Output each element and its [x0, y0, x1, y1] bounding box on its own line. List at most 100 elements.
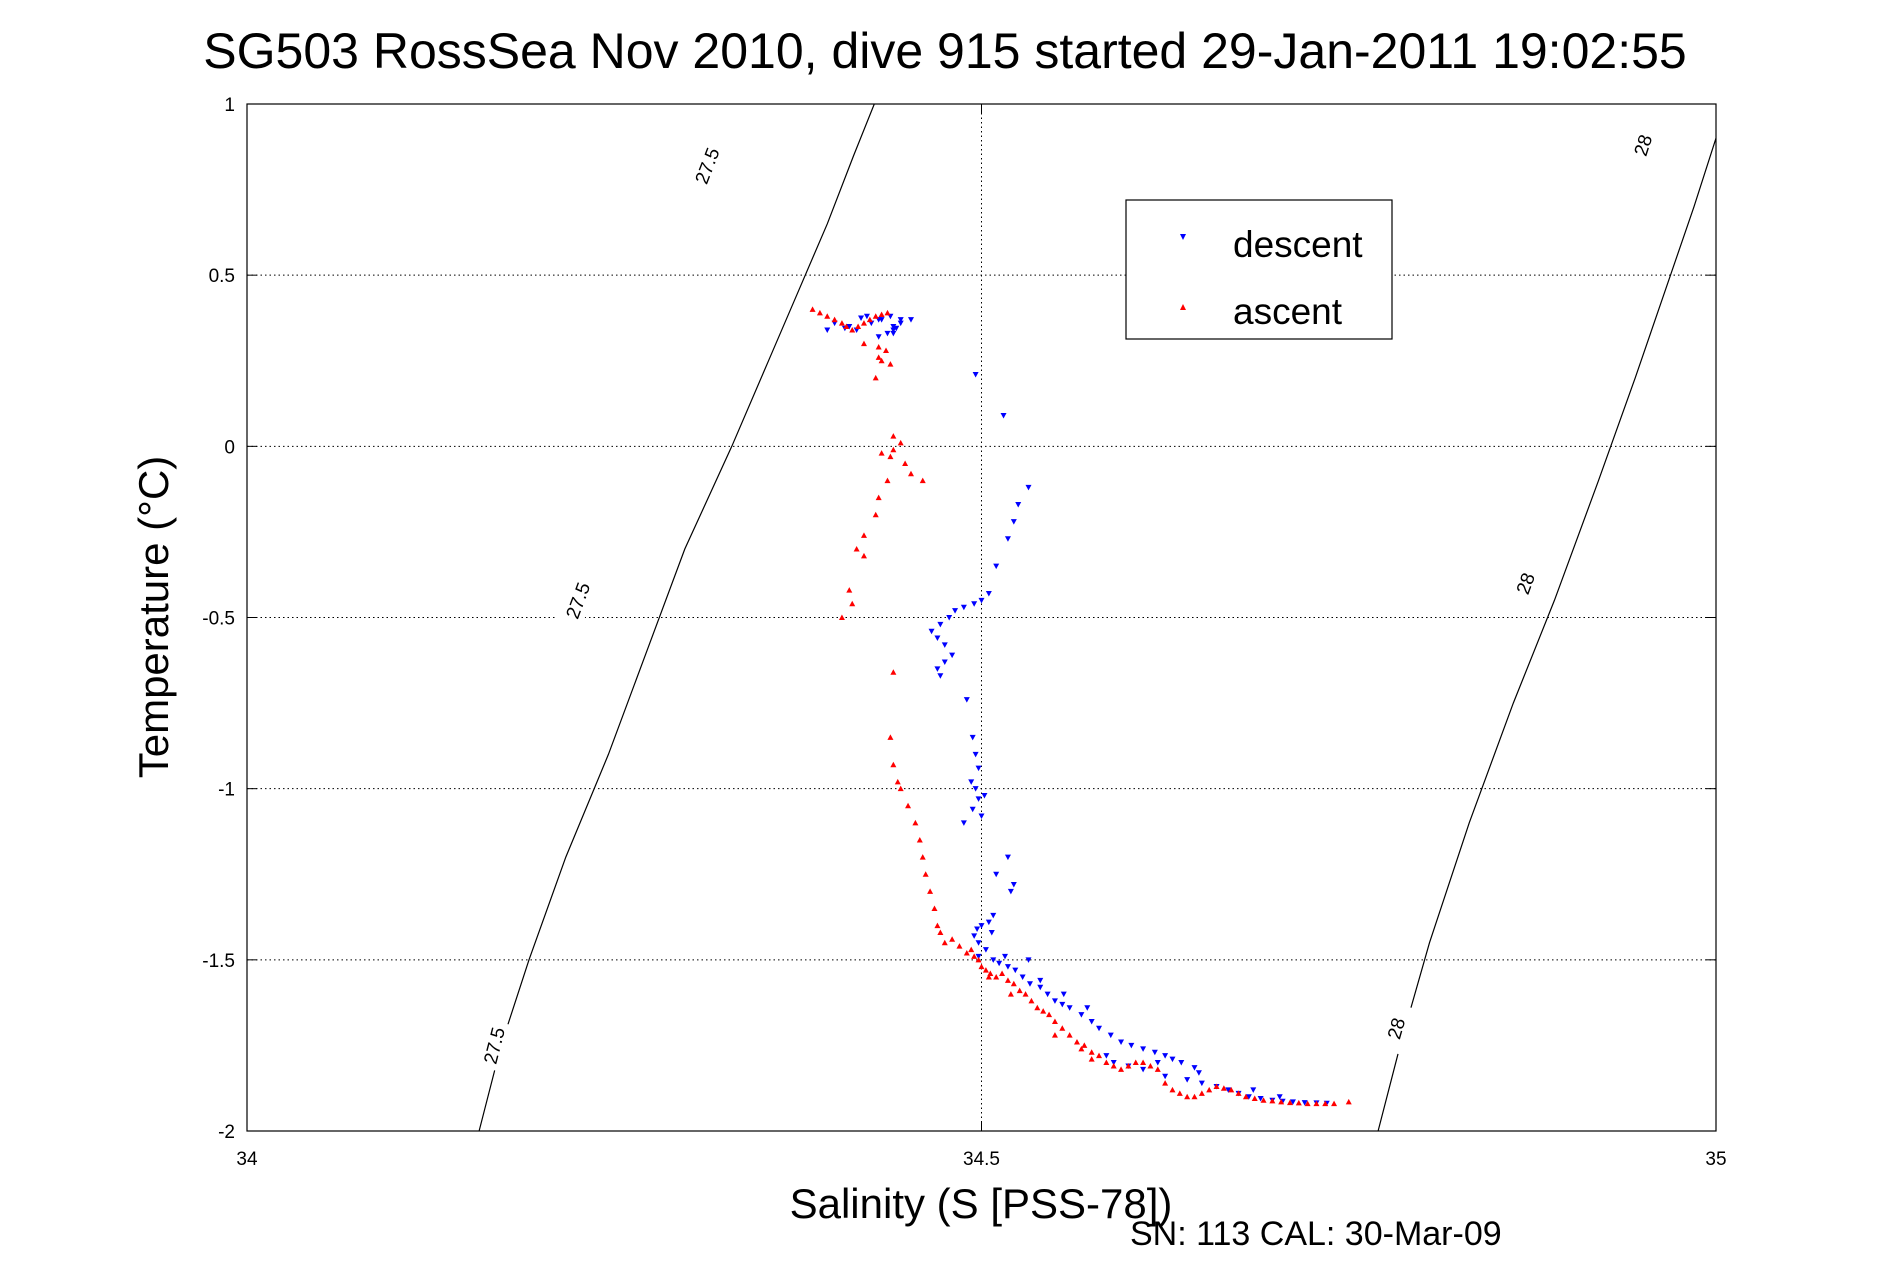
ascent-point — [971, 953, 978, 959]
ascent-point — [1088, 1049, 1095, 1055]
descent-point — [975, 953, 982, 960]
ascent-point — [1010, 980, 1017, 987]
legend-marker-descent — [1180, 234, 1186, 240]
descent-point — [1162, 1073, 1169, 1080]
descent-point — [972, 371, 979, 378]
x-axis-label: Salinity (S [PSS-78]) — [790, 1180, 1173, 1227]
ascent-point — [941, 939, 948, 946]
descent-point — [975, 940, 982, 946]
descent-point — [1169, 1056, 1176, 1063]
descent-point — [824, 327, 831, 333]
ascent-point — [1154, 1066, 1161, 1072]
descent-point — [1037, 977, 1044, 984]
ascent-point — [1176, 1090, 1183, 1096]
descent-point — [1015, 502, 1022, 508]
ascent-point — [1251, 1095, 1258, 1101]
contour-label-bg — [1504, 556, 1546, 611]
ascent-point — [866, 316, 873, 323]
descent-point — [1289, 1099, 1296, 1105]
ascent-point — [872, 313, 879, 319]
ascent-point — [905, 802, 912, 809]
grid — [247, 103, 1716, 1131]
y-tick-label: -1 — [218, 780, 235, 801]
descent-point — [1002, 953, 1009, 960]
descent-point — [1059, 1001, 1066, 1008]
ascent-point — [902, 460, 909, 466]
descent-point — [1060, 991, 1067, 998]
contour-line-27-5 — [478, 103, 875, 1132]
descent-point — [960, 820, 967, 826]
legend-marker-ascent — [1180, 304, 1186, 310]
descent-point — [1140, 1046, 1147, 1052]
ascent-point — [872, 511, 879, 518]
descent-point — [890, 327, 897, 333]
series-ascent — [809, 306, 1352, 1107]
ascent-point — [1184, 1093, 1191, 1100]
ascent-point — [875, 354, 882, 360]
ascent-point — [963, 949, 970, 956]
ascent-point — [1228, 1086, 1235, 1093]
descent-point — [985, 919, 992, 926]
descent-point — [1004, 964, 1011, 970]
descent-point — [960, 604, 967, 611]
descent-point — [1051, 998, 1058, 1004]
descent-point — [993, 871, 1000, 878]
ascent-point — [878, 357, 885, 364]
ascent-point — [1007, 991, 1014, 997]
descent-point — [974, 926, 981, 933]
ascent-point — [931, 905, 938, 911]
descent-point — [1107, 1032, 1114, 1039]
ascent-point — [1162, 1080, 1169, 1086]
descent-point — [1184, 1077, 1191, 1083]
descent-point — [978, 923, 985, 929]
descent-point — [971, 933, 978, 939]
descent-point — [996, 960, 1003, 967]
ascent-point — [1125, 1062, 1132, 1069]
descent-point — [963, 697, 970, 703]
ascent-point — [878, 311, 885, 318]
descent-point — [1103, 1053, 1110, 1059]
ascent-point — [860, 340, 867, 347]
descent-point — [1301, 1100, 1308, 1106]
legend: descent ascent — [1125, 199, 1393, 340]
ascent-point — [982, 967, 989, 973]
contour-label-bg — [686, 138, 728, 193]
descent-point — [1096, 1025, 1103, 1032]
ascent-point — [853, 546, 860, 552]
descent-point — [975, 765, 982, 772]
ascent-point — [1132, 1059, 1139, 1066]
descent-point — [934, 666, 941, 672]
ascent-point — [1073, 1038, 1080, 1045]
descent-point — [985, 591, 992, 597]
ascent-point — [897, 785, 904, 792]
descent-point — [1010, 519, 1017, 525]
descent-point — [1025, 957, 1032, 963]
descent-point — [981, 793, 988, 799]
descent-point — [1151, 1049, 1158, 1056]
ascent-point — [897, 439, 904, 446]
legend-label-ascent: ascent — [1233, 291, 1343, 332]
descent-point — [988, 929, 995, 936]
ascent-point — [890, 761, 897, 768]
descent-point — [1250, 1087, 1257, 1093]
descent-point — [1025, 484, 1032, 491]
ascent-point — [1110, 1062, 1117, 1069]
ascent-point — [1286, 1099, 1293, 1106]
ascent-point — [855, 323, 862, 330]
ascent-point — [890, 669, 897, 675]
ascent-point — [912, 819, 919, 826]
descent-point — [1140, 1066, 1147, 1073]
descent-point — [1191, 1065, 1198, 1071]
descent-point — [978, 813, 985, 820]
descent-point — [975, 796, 982, 802]
ascent-point — [1169, 1086, 1176, 1093]
descent-point — [1257, 1095, 1264, 1102]
ascent-point — [1051, 1018, 1058, 1024]
descent-point — [1010, 882, 1017, 888]
ascent-point — [1022, 991, 1029, 997]
descent-point — [978, 597, 985, 604]
descent-point — [952, 608, 959, 614]
descent-point — [884, 330, 891, 337]
descent-point — [897, 317, 904, 323]
ascent-point — [887, 361, 894, 367]
